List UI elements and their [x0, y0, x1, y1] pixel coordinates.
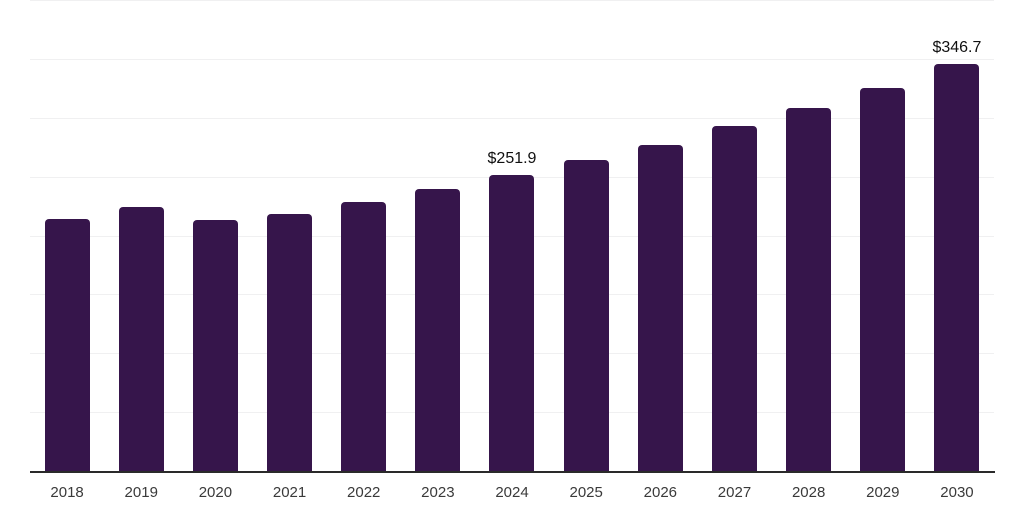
bar-2024[interactable] — [489, 175, 535, 472]
x-tick-label-2020: 2020 — [198, 484, 233, 501]
x-tick-cell-2024: 2024 — [475, 484, 549, 502]
bar-slot-2030: $346.7 — [920, 1, 994, 472]
x-tick-label-2027: 2027 — [717, 484, 752, 501]
bar-slot-2025 — [549, 1, 623, 472]
x-tick-cell-2029: 2029 — [846, 484, 920, 502]
bar-2025[interactable] — [563, 160, 609, 472]
x-tick-cell-2026: 2026 — [623, 484, 697, 502]
bar-2020[interactable] — [192, 220, 238, 472]
bar-2028[interactable] — [786, 108, 832, 472]
x-tick-label-2022: 2022 — [347, 484, 381, 501]
bar-slot-2027 — [697, 1, 771, 472]
bar-slot-2029 — [846, 1, 920, 472]
x-tick-cell-2018: 2018 — [30, 484, 104, 502]
x-tick-label-2029: 2029 — [866, 484, 900, 501]
bar-slot-2021 — [252, 1, 326, 472]
x-tick-label-2024: 2024 — [495, 484, 529, 501]
gridline — [30, 0, 994, 1]
x-tick-label-2023: 2023 — [421, 484, 455, 501]
bar-slot-2018 — [30, 1, 104, 472]
x-tick-label-2018: 2018 — [50, 484, 84, 501]
x-tick-label-2028: 2028 — [791, 484, 826, 501]
x-tick-label-2025: 2025 — [569, 484, 603, 501]
x-tick-cell-2020: 2020 — [178, 484, 252, 502]
bar-2023[interactable] — [415, 189, 461, 472]
x-tick-cell-2023: 2023 — [401, 484, 475, 502]
x-axis-line — [30, 471, 995, 473]
x-tick-cell-2027: 2027 — [697, 484, 771, 502]
x-tick-label-2019: 2019 — [124, 484, 158, 501]
bar-2019[interactable] — [118, 206, 164, 472]
plot-area: $251.9 $346.7 — [30, 0, 994, 472]
x-tick-cell-2019: 2019 — [104, 484, 178, 502]
x-tick-cell-2022: 2022 — [327, 484, 401, 502]
bar-slot-2023 — [401, 1, 475, 472]
bar-value-label-2024: $251.9 — [487, 150, 537, 168]
gridline — [30, 117, 994, 119]
bar-2026[interactable] — [637, 144, 683, 472]
bar-2018[interactable] — [44, 219, 90, 472]
x-tick-cell-2030: 2030 — [920, 484, 994, 502]
bar-slot-2020 — [178, 1, 252, 472]
x-tick-label-2026: 2026 — [643, 484, 678, 501]
bar-value-label-2030: $346.7 — [932, 38, 982, 56]
gridline — [30, 58, 994, 60]
bar-2022[interactable] — [341, 201, 387, 472]
x-tick-cell-2028: 2028 — [772, 484, 846, 502]
bar-2027[interactable] — [711, 126, 757, 472]
x-tick-cell-2021: 2021 — [252, 484, 326, 502]
x-axis-labels: 2018 2019 2020 2021 2022 2023 2024 2025 2026 2027… — [30, 484, 994, 502]
bar-slot-2022 — [327, 1, 401, 472]
bar-slot-2024: $251.9 — [475, 1, 549, 472]
x-tick-label-2030: 2030 — [940, 484, 974, 501]
x-tick-cell-2025: 2025 — [549, 484, 623, 502]
bar-2021[interactable] — [267, 214, 313, 472]
bar-2030[interactable] — [934, 63, 980, 472]
bar-slot-2028 — [772, 1, 846, 472]
bar-slot-2026 — [623, 1, 697, 472]
bar-slot-2019 — [104, 1, 178, 472]
x-tick-label-2021: 2021 — [272, 484, 307, 501]
bar-2029[interactable] — [860, 87, 906, 472]
